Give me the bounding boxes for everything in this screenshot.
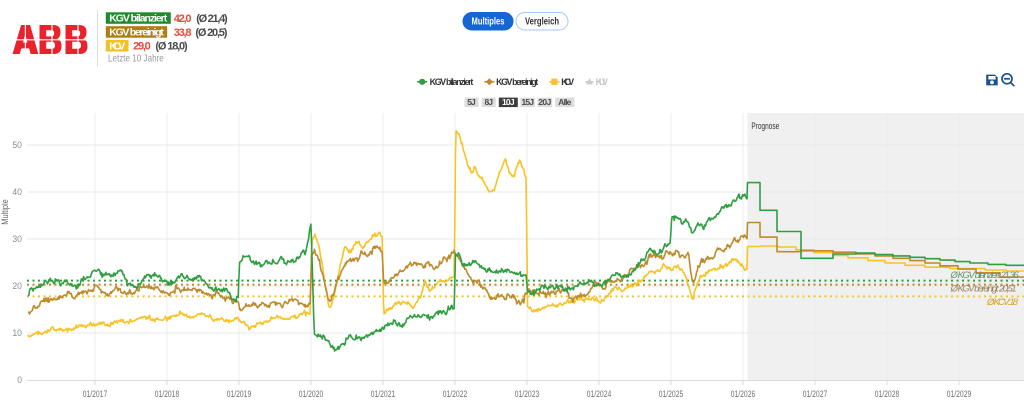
svg-text:10J: 10J (502, 97, 515, 107)
svg-text:10: 10 (12, 328, 22, 339)
svg-text:01/2017: 01/2017 (83, 389, 107, 400)
svg-text:0: 0 (17, 375, 22, 386)
svg-text:01/2025: 01/2025 (659, 389, 683, 400)
svg-text:01/2023: 01/2023 (515, 389, 539, 400)
svg-text:KGV bilanziert: KGV bilanziert (109, 13, 168, 25)
svg-text:KCV: KCV (109, 40, 125, 52)
svg-text:01/2026: 01/2026 (731, 389, 755, 400)
svg-text:01/2020: 01/2020 (299, 389, 323, 400)
svg-text:Letzte 10 Jahre: Letzte 10 Jahre (108, 54, 164, 65)
svg-text:30: 30 (12, 234, 22, 245)
svg-text:15J: 15J (521, 97, 534, 107)
svg-text:01/2022: 01/2022 (443, 389, 467, 400)
svg-text:50: 50 (12, 140, 22, 151)
svg-text:Vergleich: Vergleich (525, 17, 559, 28)
svg-text:01/2028: 01/2028 (875, 389, 899, 400)
svg-text:(Ø 18,0): (Ø 18,0) (155, 41, 188, 53)
svg-text:8J: 8J (484, 97, 493, 107)
svg-text:Alle: Alle (558, 97, 571, 107)
svg-text:29,0: 29,0 (133, 41, 151, 53)
svg-text:(Ø 20,5): (Ø 20,5) (195, 27, 227, 39)
svg-text:Ø KGV bereinigt: 20,51: Ø KGV bereinigt: 20,51 (950, 284, 1017, 295)
svg-text:Multiple: Multiple (0, 199, 11, 224)
svg-text:Ø KGV bilanziert: 21,36: Ø KGV bilanziert: 21,36 (950, 270, 1020, 281)
svg-text:KGV bereinigt: KGV bereinigt (496, 77, 538, 87)
svg-text:Multiples: Multiples (472, 17, 505, 28)
svg-text:KCV: KCV (561, 77, 574, 87)
svg-text:01/2029: 01/2029 (947, 389, 971, 400)
svg-text:KGV bereinigt: KGV bereinigt (109, 27, 164, 39)
svg-text:5J: 5J (467, 97, 476, 107)
svg-text:01/2027: 01/2027 (803, 389, 827, 400)
svg-text:Ø KCV: 18: Ø KCV: 18 (986, 297, 1019, 308)
svg-text:KGV bilanziert: KGV bilanziert (430, 77, 474, 87)
svg-text:01/2021: 01/2021 (371, 389, 395, 400)
svg-text:20: 20 (12, 281, 22, 292)
svg-text:Prognose: Prognose (751, 121, 779, 132)
svg-text:33,8: 33,8 (174, 27, 192, 39)
svg-text:(Ø 21,4): (Ø 21,4) (196, 13, 228, 25)
svg-text:20J: 20J (538, 97, 551, 107)
svg-text:01/2018: 01/2018 (155, 389, 179, 400)
svg-text:01/2019: 01/2019 (227, 389, 251, 400)
svg-text:40: 40 (12, 187, 22, 198)
svg-text:42,0: 42,0 (174, 13, 192, 25)
svg-text:01/2024: 01/2024 (587, 389, 611, 400)
svg-text:KUV: KUV (596, 77, 608, 87)
